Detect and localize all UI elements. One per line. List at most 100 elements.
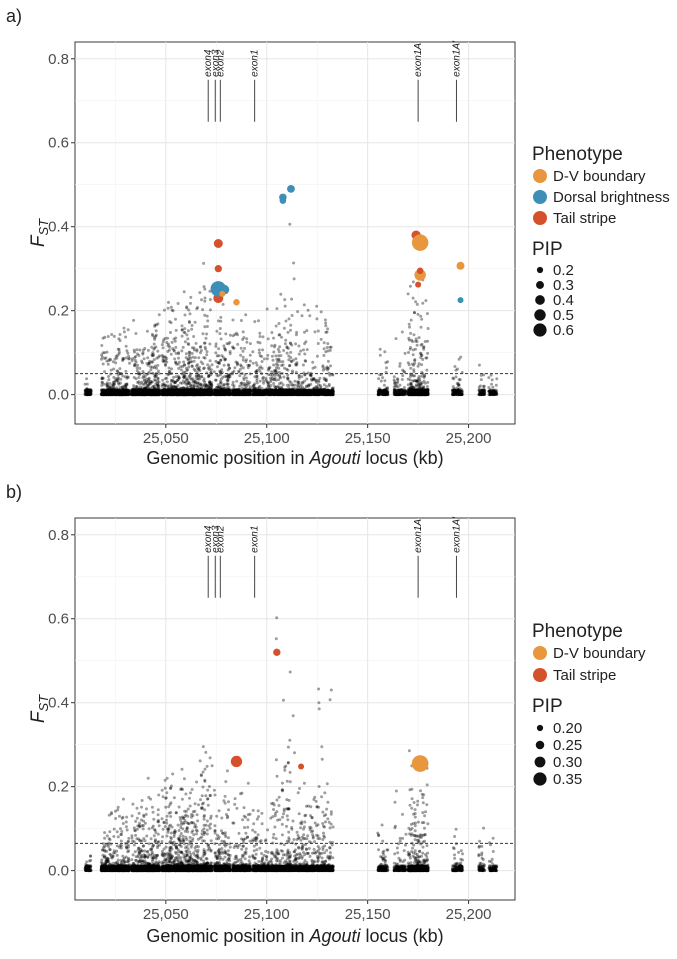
snp-point <box>227 342 230 345</box>
snp-point <box>168 370 171 373</box>
snp-point <box>107 335 110 338</box>
snp-point <box>153 391 156 394</box>
snp-point <box>146 356 149 359</box>
snp-point <box>245 358 248 361</box>
snp-point <box>248 387 251 390</box>
snp-point <box>239 368 242 371</box>
snp-point <box>141 376 144 379</box>
snp-point <box>128 362 131 365</box>
snp-point <box>170 306 173 309</box>
snp-point <box>117 390 120 393</box>
snp-point <box>154 346 157 349</box>
snp-point <box>136 381 139 384</box>
snp-point <box>208 382 211 385</box>
snp-point <box>245 377 248 380</box>
snp-point <box>180 349 183 352</box>
snp-point <box>245 391 248 394</box>
snp-point <box>191 324 194 327</box>
snp-point <box>140 392 143 395</box>
snp-point <box>177 351 180 354</box>
snp-point <box>127 328 130 331</box>
snp-point <box>266 308 269 311</box>
snp-point <box>206 315 209 318</box>
snp-point <box>185 383 188 386</box>
snp-point <box>195 350 198 353</box>
snp-point <box>187 358 190 361</box>
snp-point <box>197 356 200 359</box>
snp-point <box>168 346 171 349</box>
snp-point <box>101 381 104 384</box>
snp-point <box>170 353 173 356</box>
snp-point <box>138 349 141 352</box>
snp-point <box>122 358 125 361</box>
snp-point <box>255 370 258 373</box>
snp-point <box>191 352 194 355</box>
snp-point <box>102 393 105 396</box>
snp-point <box>126 389 129 392</box>
snp-point <box>236 343 239 346</box>
snp-point <box>136 353 139 356</box>
snp-point <box>261 348 264 351</box>
snp-point <box>113 335 116 338</box>
snp-point <box>245 341 248 344</box>
snp-point <box>215 379 218 382</box>
snp-point <box>205 393 208 396</box>
snp-point <box>220 354 223 357</box>
snp-point <box>210 368 213 371</box>
snp-point <box>189 312 192 315</box>
snp-point <box>282 349 285 352</box>
snp-point <box>186 368 189 371</box>
snp-point <box>246 364 249 367</box>
snp-point <box>199 345 202 348</box>
snp-point <box>190 328 193 331</box>
snp-point <box>144 392 147 395</box>
snp-point <box>223 359 226 362</box>
snp-point <box>236 333 239 336</box>
snp-point <box>202 379 205 382</box>
snp-point <box>217 347 220 350</box>
snp-point <box>185 352 188 355</box>
snp-point <box>239 354 242 357</box>
snp-point <box>86 383 89 386</box>
snp-point <box>117 393 120 396</box>
snp-point <box>84 391 87 394</box>
snp-point <box>266 357 269 360</box>
snp-point <box>259 335 262 338</box>
snp-point <box>224 332 227 335</box>
snp-point <box>106 393 109 396</box>
snp-point <box>155 334 158 337</box>
snp-point <box>193 368 196 371</box>
snp-point <box>172 376 175 379</box>
snp-point <box>174 318 177 321</box>
snp-point <box>217 354 220 357</box>
snp-point <box>233 392 236 395</box>
snp-point <box>171 341 174 344</box>
snp-point <box>289 324 292 327</box>
snp-point <box>214 391 217 394</box>
snp-point <box>256 381 259 384</box>
snp-point <box>202 262 205 265</box>
snp-point <box>154 365 157 368</box>
snp-point <box>209 298 212 301</box>
snp-point <box>146 330 149 333</box>
snp-point <box>153 325 156 328</box>
snp-point <box>174 340 177 343</box>
snp-point <box>193 347 196 350</box>
snp-point <box>120 393 123 396</box>
snp-point <box>153 358 156 361</box>
snp-point <box>164 388 167 391</box>
snp-point <box>157 356 160 359</box>
snp-point <box>266 354 269 357</box>
snp-point <box>218 361 221 364</box>
snp-point <box>172 380 175 383</box>
snp-point <box>140 360 143 363</box>
snp-point <box>186 337 189 340</box>
snp-point <box>232 334 235 337</box>
snp-point <box>201 308 204 311</box>
snp-point <box>114 361 117 364</box>
snp-point <box>202 332 205 335</box>
panel-a-label: a) <box>6 6 22 26</box>
snp-point <box>151 366 154 369</box>
snp-point <box>197 368 200 371</box>
